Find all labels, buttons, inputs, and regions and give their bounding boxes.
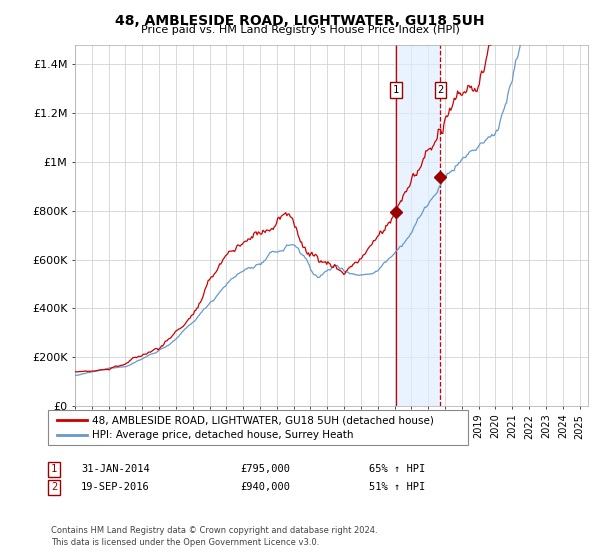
Text: This data is licensed under the Open Government Licence v3.0.: This data is licensed under the Open Gov… [51,538,319,547]
Line: HPI: Average price, detached house, Surrey Heath: HPI: Average price, detached house, Surr… [75,0,586,376]
Text: 2: 2 [51,482,57,492]
Text: 19-SEP-2016: 19-SEP-2016 [81,482,150,492]
Text: 1: 1 [393,85,399,95]
Text: 65% ↑ HPI: 65% ↑ HPI [369,464,425,474]
Text: 31-JAN-2014: 31-JAN-2014 [81,464,150,474]
Text: 48, AMBLESIDE ROAD, LIGHTWATER, GU18 5UH (detached house): 48, AMBLESIDE ROAD, LIGHTWATER, GU18 5UH… [92,415,434,425]
48, AMBLESIDE ROAD, LIGHTWATER, GU18 5UH (detached house) [442,115,449,122]
HPI: Average price, detached house, Surrey Heath: (2e+03, 1.25e+05): Average price, detached house, Surrey He… [71,372,79,379]
Text: 1: 1 [51,464,57,474]
Line: 48, AMBLESIDE ROAD, LIGHTWATER, GU18 5UH (detached house): 48, AMBLESIDE ROAD, LIGHTWATER, GU18 5UH… [75,0,586,372]
HPI: Average price, detached house, Surrey Heath: (2e+03, 1.73e+05): Average price, detached house, Surrey He… [128,361,136,367]
HPI: Average price, detached house, Surrey Heath: (2e+03, 2.33e+05): Average price, detached house, Surrey He… [157,346,164,353]
HPI: Average price, detached house, Surrey Heath: (2.01e+03, 5.38e+05): Average price, detached house, Surrey He… [359,272,367,278]
Text: Price paid vs. HM Land Registry's House Price Index (HPI): Price paid vs. HM Land Registry's House … [140,25,460,35]
Text: Contains HM Land Registry data © Crown copyright and database right 2024.: Contains HM Land Registry data © Crown c… [51,526,377,535]
Text: 51% ↑ HPI: 51% ↑ HPI [369,482,425,492]
Text: £940,000: £940,000 [240,482,290,492]
48, AMBLESIDE ROAD, LIGHTWATER, GU18 5UH (detached house) [128,356,136,362]
Text: £795,000: £795,000 [240,464,290,474]
HPI: Average price, detached house, Surrey Heath: (2.02e+03, 1.63e+06): Average price, detached house, Surrey He… [561,4,568,11]
Text: 2: 2 [437,85,443,95]
HPI: Average price, detached house, Surrey Heath: (2.02e+03, 9.34e+05): Average price, detached house, Surrey He… [442,175,449,181]
Text: HPI: Average price, detached house, Surrey Heath: HPI: Average price, detached house, Surr… [92,431,353,441]
48, AMBLESIDE ROAD, LIGHTWATER, GU18 5UH (detached house) [157,344,164,351]
48, AMBLESIDE ROAD, LIGHTWATER, GU18 5UH (detached house) [359,251,367,258]
48, AMBLESIDE ROAD, LIGHTWATER, GU18 5UH (detached house) [71,368,79,375]
Text: 48, AMBLESIDE ROAD, LIGHTWATER, GU18 5UH: 48, AMBLESIDE ROAD, LIGHTWATER, GU18 5UH [115,14,485,28]
Bar [396,45,440,406]
